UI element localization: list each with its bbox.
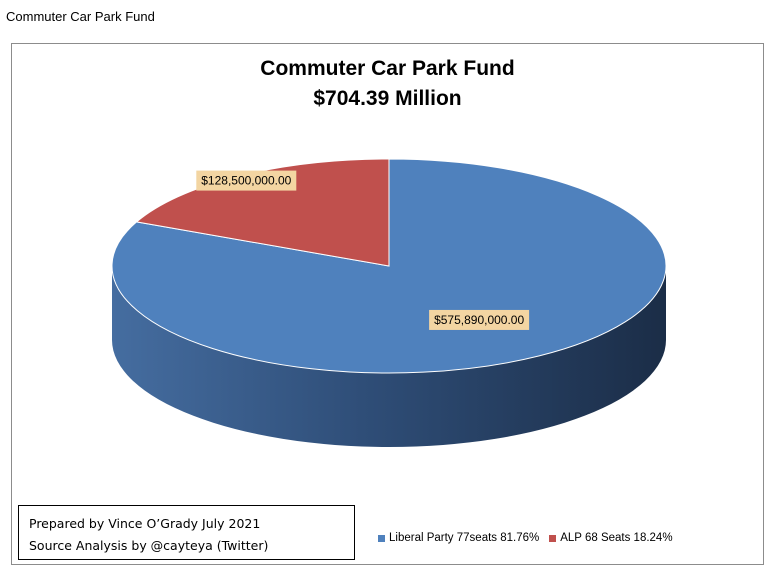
legend: Liberal Party 77seats 81.76% ALP 68 Seat… bbox=[378, 532, 683, 544]
chart-frame: Commuter Car Park Fund $704.39 Million $… bbox=[11, 43, 764, 565]
data-label: $575,890,000.00 bbox=[434, 313, 524, 327]
legend-label: ALP 68 Seats 18.24% bbox=[560, 532, 673, 544]
pie-chart: $575,890,000.00 $128,500,000.00 bbox=[111, 158, 667, 447]
data-label-bg bbox=[196, 170, 297, 191]
chart-subtitle: $704.39 Million bbox=[313, 87, 462, 110]
pie-side-wall bbox=[112, 266, 666, 447]
legend-swatch bbox=[378, 534, 385, 542]
data-label-bg bbox=[429, 309, 530, 330]
page-label: Commuter Car Park Fund bbox=[6, 9, 155, 24]
legend-swatch bbox=[549, 534, 557, 542]
legend-item: ALP 68 Seats 18.24% bbox=[549, 532, 673, 544]
legend-label: Liberal Party 77seats 81.76% bbox=[389, 532, 540, 544]
credit-line-2: Source Analysis by @cayteya (Twitter) bbox=[29, 538, 269, 553]
legend-item: Liberal Party 77seats 81.76% bbox=[378, 532, 539, 544]
data-label: $128,500,000.00 bbox=[201, 174, 291, 188]
chart-title: Commuter Car Park Fund bbox=[260, 57, 515, 80]
credit-box: Prepared by Vince O’Grady July 2021 Sour… bbox=[18, 505, 355, 560]
credit-line-1: Prepared by Vince O’Grady July 2021 bbox=[29, 516, 261, 531]
